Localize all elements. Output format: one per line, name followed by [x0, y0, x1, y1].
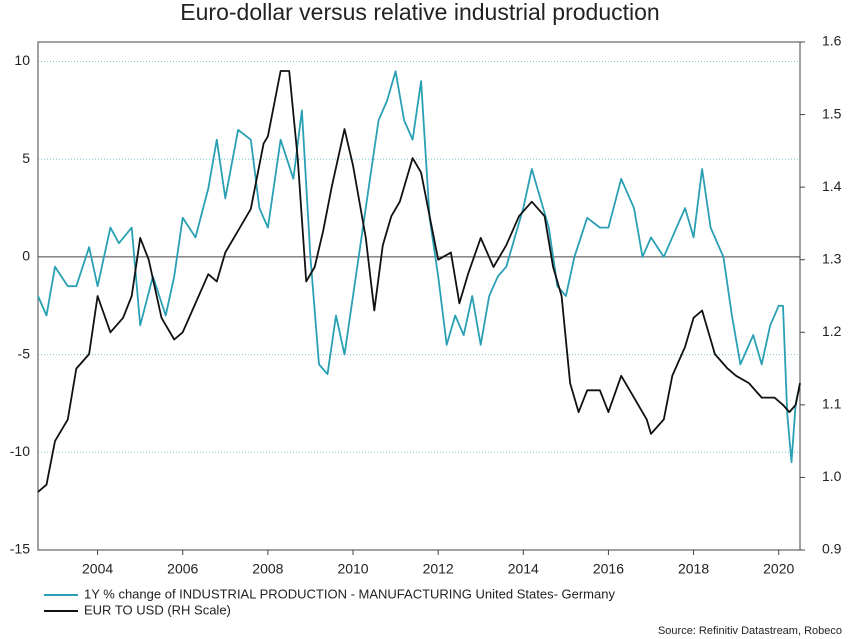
chart-title: Euro-dollar versus relative industrial p…: [180, 0, 659, 25]
legend-label: EUR TO USD (RH Scale): [84, 602, 231, 617]
x-tick-label: 2012: [423, 561, 454, 577]
y-tick-label: 0: [22, 248, 30, 264]
y2-tick-label: 1.5: [822, 105, 842, 121]
y-tick-label: -15: [10, 541, 30, 557]
series-line: [37, 70, 801, 463]
y2-tick-label: 1.6: [822, 33, 842, 49]
y2-tick-label: 1.3: [822, 250, 842, 266]
y2-tick-label: 1.0: [822, 468, 842, 484]
x-tick-label: 2006: [167, 561, 198, 577]
y-tick-label: 10: [14, 52, 30, 68]
x-tick-label: 2020: [763, 561, 794, 577]
plot-frame: [37, 41, 801, 551]
y2-tick-label: 0.9: [822, 541, 842, 557]
x-tick-label: 2010: [337, 561, 368, 577]
x-tick-label: 2014: [508, 561, 539, 577]
x-tick-label: 2018: [678, 561, 709, 577]
y-tick-label: -5: [18, 345, 31, 361]
y2-tick-label: 1.4: [822, 178, 842, 194]
x-tick-label: 2004: [82, 561, 113, 577]
y-tick-label: 5: [22, 150, 30, 166]
x-tick-label: 2016: [593, 561, 624, 577]
y-tick-label: -10: [10, 443, 30, 459]
y2-tick-label: 1.1: [822, 396, 842, 412]
y2-tick-label: 1.2: [822, 323, 842, 339]
series-line: [37, 70, 801, 493]
x-tick-label: 2008: [252, 561, 283, 577]
source: Source: Refinitiv Datastream, Robeco: [658, 625, 842, 637]
legend-label: 1Y % change of INDUSTRIAL PRODUCTION - M…: [84, 586, 615, 601]
